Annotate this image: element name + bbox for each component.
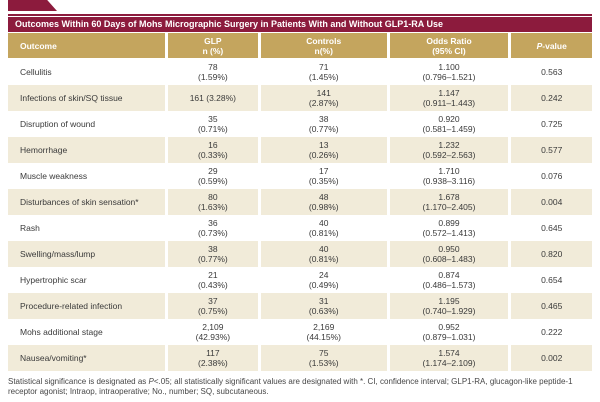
column-header-outcome: Outcome (8, 33, 165, 58)
table-row: Disruption of wound 35 (0.71%) 38 (0.77%) 0… (8, 111, 592, 137)
cell-outcome: Infections of skin/SQ tissue (8, 85, 165, 111)
cell-glp: 37 (0.75%) (167, 293, 258, 319)
cell-outcome: Cellulitis (8, 59, 165, 85)
table-body: Cellulitis 78 (1.59%) 71 (1.45%) 1.100 (0.7… (8, 59, 592, 371)
footnote: Statistical significance is designated a… (8, 377, 592, 397)
p-value-rest: -value (542, 40, 567, 51)
cell-p-value: 0.002 (511, 345, 592, 371)
cell-controls: 13 (0.26%) (260, 137, 387, 163)
cell-controls: 17 (0.35%) (260, 163, 387, 189)
cell-odds-ratio: 1.100 (0.796–1.521) (389, 59, 509, 85)
cell-glp: 117 (2.38%) (167, 345, 258, 371)
cell-glp: 29 (0.59%) (167, 163, 258, 189)
table-row: Muscle weakness 29 (0.59%) 17 (0.35%) 1.710… (8, 163, 592, 189)
cell-p-value: 0.004 (511, 189, 592, 215)
table-row: Mohs additional stage 2,109 (42.93%) 2,169… (8, 319, 592, 345)
cell-outcome: Mohs additional stage (8, 319, 165, 345)
cell-outcome: Procedure-related infection (8, 293, 165, 319)
cell-odds-ratio: 0.874 (0.486–1.573) (389, 267, 509, 293)
cell-odds-ratio: 0.952 (0.879–1.031) (389, 319, 509, 345)
cell-p-value: 0.563 (511, 59, 592, 85)
cell-odds-ratio: 1.678 (1.170–2.405) (389, 189, 509, 215)
cell-controls: 48 (0.98%) (260, 189, 387, 215)
cell-p-value: 0.242 (511, 85, 592, 111)
cell-controls: 141 (2.87%) (260, 85, 387, 111)
table-title: Outcomes Within 60 Days of Mohs Microgra… (8, 17, 592, 32)
cell-p-value: 0.076 (511, 163, 592, 189)
cell-controls: 40 (0.81%) (260, 215, 387, 241)
p-value-italic: P (536, 40, 543, 51)
top-rule (8, 14, 592, 16)
table-row: Infections of skin/SQ tissue 161 (3.28%) 1… (8, 85, 592, 111)
cell-glp: 38 (0.77%) (167, 241, 258, 267)
cell-outcome: Hypertrophic scar (8, 267, 165, 293)
cell-p-value: 0.725 (511, 111, 592, 137)
cell-odds-ratio: 0.899 (0.572–1.413) (389, 215, 509, 241)
cell-odds-ratio: 1.574 (1.174–2.109) (389, 345, 509, 371)
cell-controls: 31 (0.63%) (260, 293, 387, 319)
footnote-text-1: Statistical significance is designated a… (8, 377, 149, 386)
table-row: Rash 36 (0.73%) 40 (0.81%) 0.899 (0.572–1.4… (8, 215, 592, 241)
table-row: Cellulitis 78 (1.59%) 71 (1.45%) 1.100 (0.7… (8, 59, 592, 85)
cell-p-value: 0.465 (511, 293, 592, 319)
cell-odds-ratio: 1.195 (0.740–1.929) (389, 293, 509, 319)
cell-glp: 2,109 (42.93%) (167, 319, 258, 345)
cell-outcome: Hemorrhage (8, 137, 165, 163)
column-header-glp: GLP n (%) (167, 33, 258, 58)
cell-controls: 24 (0.49%) (260, 267, 387, 293)
cell-p-value: 0.654 (511, 267, 592, 293)
table-header-row: Outcome GLP n (%) Controls n(%) Odds Rat… (8, 33, 592, 58)
cell-glp: 36 (0.73%) (167, 215, 258, 241)
cell-outcome: Nausea/vomiting* (8, 345, 165, 371)
cell-p-value: 0.222 (511, 319, 592, 345)
column-header-controls: Controls n(%) (260, 33, 387, 58)
cell-controls: 71 (1.45%) (260, 59, 387, 85)
cell-p-value: 0.645 (511, 215, 592, 241)
cell-odds-ratio: 1.232 (0.592–2.563) (389, 137, 509, 163)
table-row: Disturbances of skin sensation* 80 (1.63%… (8, 189, 592, 215)
cell-glp: 161 (3.28%) (167, 85, 258, 111)
cell-outcome: Muscle weakness (8, 163, 165, 189)
cell-outcome: Disruption of wound (8, 111, 165, 137)
cell-glp: 35 (0.71%) (167, 111, 258, 137)
table-row: Procedure-related infection 37 (0.75%) 31 … (8, 293, 592, 319)
cell-glp: 78 (1.59%) (167, 59, 258, 85)
cell-glp: 21 (0.43%) (167, 267, 258, 293)
table-row: Nausea/vomiting* 117 (2.38%) 75 (1.53%) 1.5… (8, 345, 592, 371)
table-tab (8, 0, 57, 11)
cell-odds-ratio: 0.920 (0.581–1.459) (389, 111, 509, 137)
cell-odds-ratio: 1.147 (0.911–1.443) (389, 85, 509, 111)
cell-odds-ratio: 1.710 (0.938–3.116) (389, 163, 509, 189)
table-row: Hemorrhage 16 (0.33%) 13 (0.26%) 1.232 (0.5… (8, 137, 592, 163)
cell-glp: 80 (1.63%) (167, 189, 258, 215)
cell-outcome: Disturbances of skin sensation* (8, 189, 165, 215)
cell-controls: 38 (0.77%) (260, 111, 387, 137)
cell-controls: 40 (0.81%) (260, 241, 387, 267)
cell-p-value: 0.820 (511, 241, 592, 267)
cell-p-value: 0.577 (511, 137, 592, 163)
cell-controls: 2,169 (44.15%) (260, 319, 387, 345)
footnote-p-italic: P (148, 377, 154, 386)
cell-outcome: Swelling/mass/lump (8, 241, 165, 267)
footnote-text-2: <.05; all statistically significant valu… (8, 377, 573, 396)
column-header-odds-ratio: Odds Ratio (95% CI) (389, 33, 509, 58)
column-header-p-value: P-value (511, 33, 592, 58)
table-row: Hypertrophic scar 21 (0.43%) 24 (0.49%) 0.8… (8, 267, 592, 293)
table-row: Swelling/mass/lump 38 (0.77%) 40 (0.81%) 0.… (8, 241, 592, 267)
cell-odds-ratio: 0.950 (0.608–1.483) (389, 241, 509, 267)
cell-glp: 16 (0.33%) (167, 137, 258, 163)
cell-controls: 75 (1.53%) (260, 345, 387, 371)
cell-outcome: Rash (8, 215, 165, 241)
